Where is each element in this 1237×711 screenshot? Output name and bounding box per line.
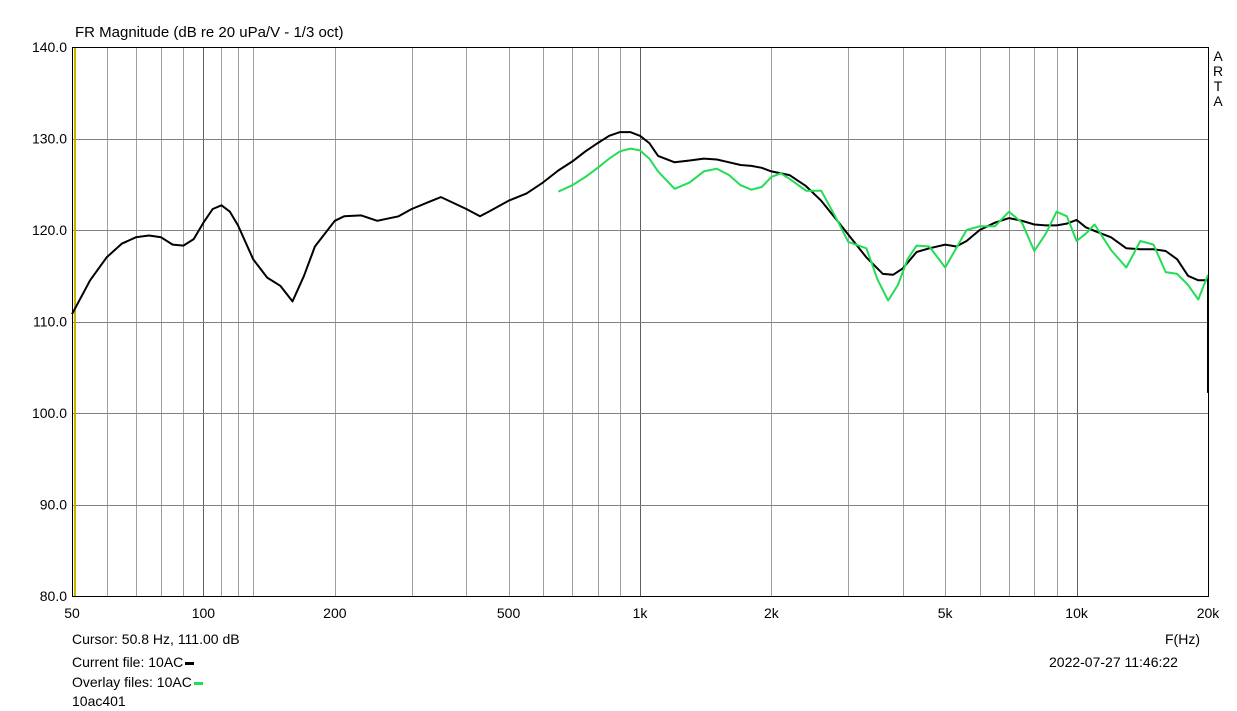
series-line-current (71, 131, 1209, 393)
y-tick-label: 100.0 (32, 405, 67, 421)
x-tick-label: 200 (323, 605, 347, 621)
x-tick-label: 5k (938, 605, 954, 621)
timestamp: 2022-07-27 11:46:22 (1049, 654, 1178, 670)
series-lines (71, 131, 1209, 393)
x-tick-label: 10k (1065, 605, 1089, 621)
y-tick-label: 80.0 (40, 588, 67, 604)
y-tick-label: 90.0 (40, 497, 67, 513)
x-tick-label: 500 (497, 605, 521, 621)
overlay-files-label: Overlay files: 10AC (72, 674, 192, 690)
x-tick-label: 100 (192, 605, 216, 621)
filename-label: 10ac401 (72, 693, 126, 709)
x-tick-label: 2k (764, 605, 780, 621)
axis-tick-labels: 140.0 130.0 120.0 110.0 100.0 90.0 80.050 100 20… (32, 39, 1220, 621)
arta-letter: A (1213, 93, 1223, 109)
x-tick-label: 50 (64, 605, 80, 621)
grid-lines (72, 47, 1208, 597)
x-axis-unit: F(Hz) (1165, 631, 1200, 647)
arta-letter: R (1212, 63, 1224, 79)
series-line-overlay (557, 147, 1209, 302)
current-file-row: Current file: 10AC (72, 654, 195, 670)
x-tick-label: 20k (1197, 605, 1221, 621)
plot-frame (72, 47, 1209, 597)
y-tick-label: 110.0 (33, 314, 67, 330)
arta-watermark: A R T A (1212, 49, 1224, 109)
current-file-swatch (185, 661, 195, 665)
y-tick-label: 140.0 (32, 39, 67, 55)
y-tick-label: 120.0 (32, 222, 67, 238)
overlay-files-row: Overlay files: 10AC (72, 674, 203, 690)
x-tick-label: 1k (633, 605, 649, 621)
arta-letter: A (1213, 48, 1223, 64)
overlay-file-swatch (193, 681, 203, 685)
chart-title: FR Magnitude (dB re 20 uPa/V - 1/3 oct) (75, 24, 344, 41)
cursor-readout: Cursor: 50.8 Hz, 111.00 dB (72, 631, 240, 647)
arta-letter: T (1213, 78, 1223, 94)
current-file-label: Current file: 10AC (72, 654, 184, 670)
y-tick-label: 130.0 (32, 131, 67, 147)
